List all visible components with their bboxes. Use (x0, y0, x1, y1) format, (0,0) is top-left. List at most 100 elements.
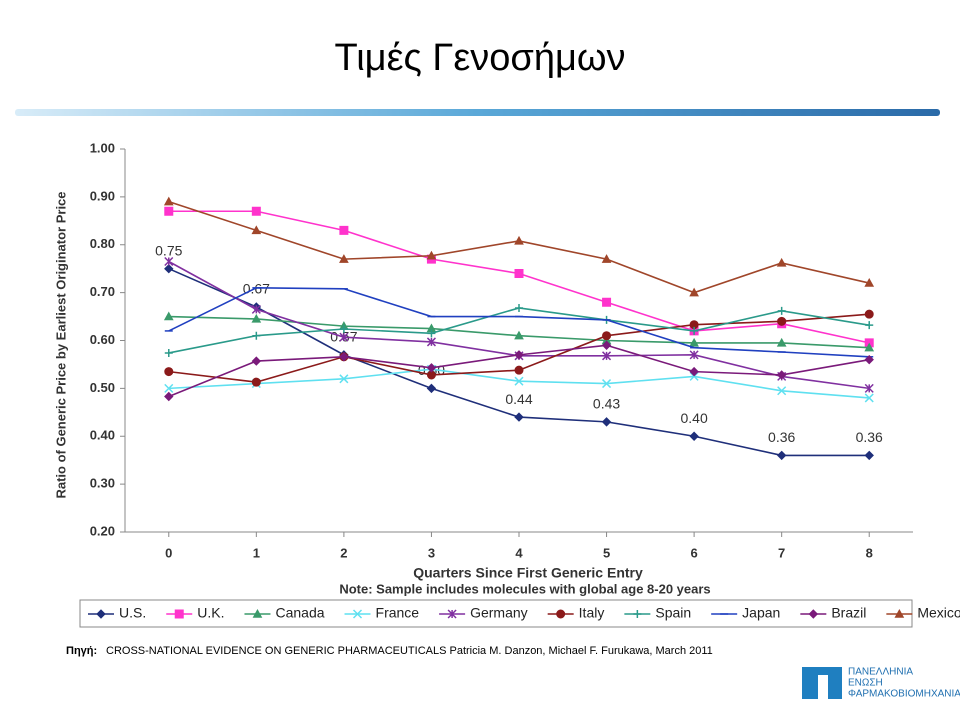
x-tick-label: 2 (340, 545, 347, 560)
y-tick-label: 0.70 (90, 284, 115, 299)
data-point (427, 329, 436, 338)
data-point (163, 196, 174, 206)
data-point (164, 383, 174, 393)
data-point (426, 337, 436, 347)
y-tick-label: 0.80 (90, 236, 115, 251)
data-point (339, 332, 349, 342)
data-point (251, 356, 262, 366)
data-label: 0.36 (768, 429, 795, 445)
source-text: CROSS-NATIONAL EVIDENCE ON GENERIC PHARM… (106, 645, 713, 657)
legend-label: Brazil (831, 605, 866, 621)
data-point (514, 350, 524, 360)
y-tick-label: 0.50 (90, 380, 115, 395)
data-point (426, 383, 437, 394)
data-point (776, 337, 787, 347)
logo-text: ΕΝΩΣΗ (848, 678, 883, 689)
data-point (426, 363, 437, 373)
legend-label: Canada (275, 605, 324, 621)
legend-marker (174, 609, 184, 619)
data-point (864, 383, 874, 393)
y-tick-label: 0.30 (90, 476, 115, 491)
legend-label: U.S. (119, 605, 146, 621)
x-tick-label: 3 (428, 545, 435, 560)
data-point (339, 225, 349, 235)
data-point (251, 377, 261, 387)
logo: ΠΑΝΕΛΛΗΝΙΑ ΕΝΩΣΗ ΦΑΡΜΑΚΟΒΙΟΜΗΧΑΝΙΑΣ (802, 667, 960, 700)
legend-marker (447, 609, 457, 619)
data-point (163, 311, 174, 321)
data-point (515, 303, 523, 312)
data-point (689, 320, 699, 330)
legend-label: Spain (655, 605, 691, 621)
data-point (164, 367, 174, 377)
legend-box (79, 599, 913, 628)
data-point (602, 331, 612, 341)
data-point (689, 337, 699, 347)
data-label: 0.75 (155, 242, 182, 258)
data-label: 0.40 (680, 410, 707, 426)
legend-label: Italy (579, 605, 605, 621)
legend-label: Japan (742, 605, 780, 621)
data-point (164, 348, 173, 357)
logo-mark-cut (818, 675, 828, 699)
x-axis-label: Quarters Since First Generic Entry (413, 565, 643, 581)
data-point (776, 257, 787, 267)
data-point (339, 254, 349, 263)
data-point (689, 366, 699, 377)
data-point (164, 206, 174, 216)
legend-label: Germany (470, 605, 528, 621)
data-point (601, 340, 612, 350)
data-point (777, 386, 787, 396)
data-point (514, 412, 524, 422)
data-point (514, 330, 524, 340)
data-point (689, 431, 699, 441)
data-point (164, 256, 174, 267)
slide-title: Τιμές Γενοσήμων (334, 37, 625, 79)
data-point (164, 391, 174, 402)
data-point (339, 374, 349, 384)
data-point (602, 351, 612, 361)
data-point (514, 376, 524, 386)
data-point (251, 206, 261, 216)
legend-label: France (376, 605, 420, 621)
data-point (251, 313, 262, 323)
y-tick-label: 0.60 (90, 332, 115, 347)
data-label: 0.36 (856, 429, 883, 445)
legend-marker (96, 609, 106, 619)
legend-label: U.K. (197, 605, 224, 621)
x-tick-label: 5 (603, 545, 610, 560)
data-point (252, 331, 261, 340)
legend-marker (352, 609, 363, 619)
data-label: 0.43 (593, 396, 620, 412)
data-point (776, 450, 787, 461)
title-rule (15, 109, 940, 116)
source-label: Πηγή: (66, 645, 97, 657)
data-point (251, 225, 262, 235)
data-label: 0.67 (243, 281, 270, 297)
series-line (168, 267, 870, 457)
y-axis-label: Ratio of Generic Price by Earliest Origi… (53, 191, 68, 498)
data-point (689, 371, 699, 381)
data-point (164, 263, 174, 274)
data-point (864, 354, 874, 365)
data-point (864, 450, 874, 461)
logo-text: ΠΑΝΕΛΛΗΝΙΑ (848, 667, 913, 678)
legend-marker (808, 609, 819, 619)
x-tick-label: 6 (690, 545, 697, 560)
x-tick-label: 0 (165, 545, 172, 560)
y-tick-label: 0.40 (90, 428, 115, 443)
data-point (864, 278, 875, 287)
data-point (602, 379, 612, 389)
y-tick-label: 0.20 (90, 523, 115, 538)
legend-marker (252, 608, 263, 618)
data-point (777, 316, 787, 326)
data-point (776, 370, 787, 380)
data-point (514, 235, 524, 245)
data-point (339, 325, 348, 334)
data-point (514, 365, 524, 375)
legend-marker (556, 609, 566, 619)
data-point (514, 268, 524, 278)
y-tick-label: 1.00 (90, 140, 115, 155)
